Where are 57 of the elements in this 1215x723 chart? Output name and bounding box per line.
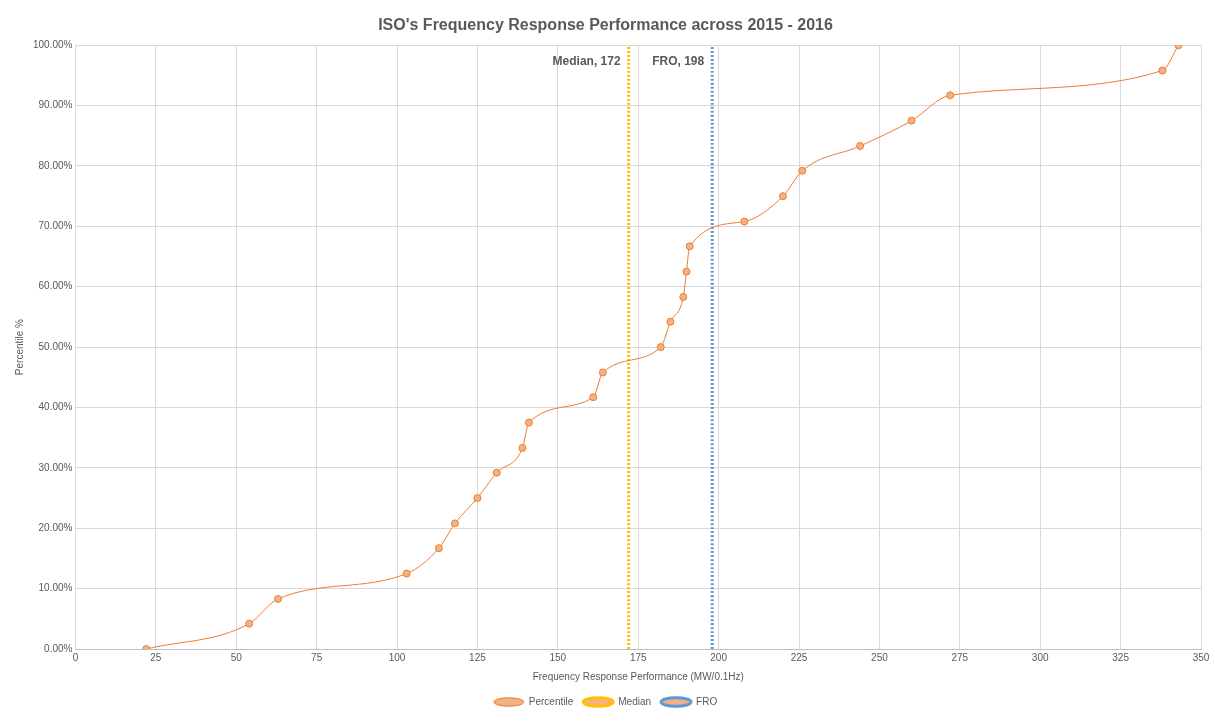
point	[798, 166, 807, 175]
point	[245, 619, 254, 628]
x-tick-label: 250	[871, 651, 889, 663]
legend-label: Percentile	[528, 695, 574, 707]
x-tick-label: 225	[790, 651, 808, 663]
y-tick-label: 50.00%	[38, 340, 73, 352]
point	[450, 519, 459, 528]
y-tick-label: 60.00%	[38, 280, 73, 292]
x-tick-label: 175	[629, 651, 648, 663]
x-tick-label: 200	[710, 651, 728, 663]
point	[1158, 66, 1167, 75]
point	[907, 116, 916, 125]
point	[656, 343, 665, 352]
point	[402, 569, 411, 578]
point	[473, 494, 482, 503]
x-tick-label: 325	[1112, 651, 1130, 663]
x-tick-label: 125	[469, 651, 487, 663]
y-tick-label: 90.00%	[38, 99, 73, 111]
point	[740, 217, 749, 226]
chart-title: ISO's Frequency Response Performance across 2015 - 2016	[378, 16, 833, 34]
legend-label: FRO	[696, 695, 718, 707]
x-tick-label: 0	[72, 651, 79, 663]
y-axis-title: Percentile %	[13, 318, 25, 376]
y-tick-label: 20.00%	[38, 521, 73, 533]
point	[274, 594, 283, 603]
x-tick-label: 100	[388, 651, 406, 663]
y-tick-label: 70.00%	[38, 220, 73, 232]
y-tick-label: 100.00%	[32, 38, 73, 50]
x-axis-title: Frequency Response Performance (MW/0.1Hz)	[532, 670, 744, 682]
x-tick-label: 50	[230, 651, 243, 663]
point	[679, 292, 688, 301]
point	[434, 544, 443, 553]
point	[778, 192, 787, 201]
x-tick-label: 25	[150, 651, 162, 663]
point	[518, 443, 527, 452]
point	[666, 317, 675, 326]
point	[524, 418, 533, 427]
legend-label: Median	[618, 695, 652, 707]
point	[685, 242, 694, 251]
x-tick-label: 350	[1192, 651, 1210, 663]
annotation: Median, 172	[552, 53, 621, 68]
point	[946, 91, 955, 100]
x-tick-label: 75	[311, 651, 323, 663]
y-tick-label: 40.00%	[38, 401, 73, 413]
y-tick-label: 80.00%	[38, 159, 73, 171]
annotation: FRO, 198	[652, 53, 705, 68]
point	[682, 267, 691, 276]
x-tick-label: 150	[549, 651, 567, 663]
y-tick-label: 30.00%	[38, 461, 73, 473]
point	[492, 468, 501, 477]
x-tick-label: 275	[951, 651, 969, 663]
point	[589, 393, 598, 402]
point	[856, 142, 865, 151]
x-tick-label: 300	[1031, 651, 1049, 663]
y-tick-label: 0.00%	[44, 642, 73, 654]
point	[598, 368, 607, 377]
y-tick-label: 10.00%	[38, 582, 73, 594]
